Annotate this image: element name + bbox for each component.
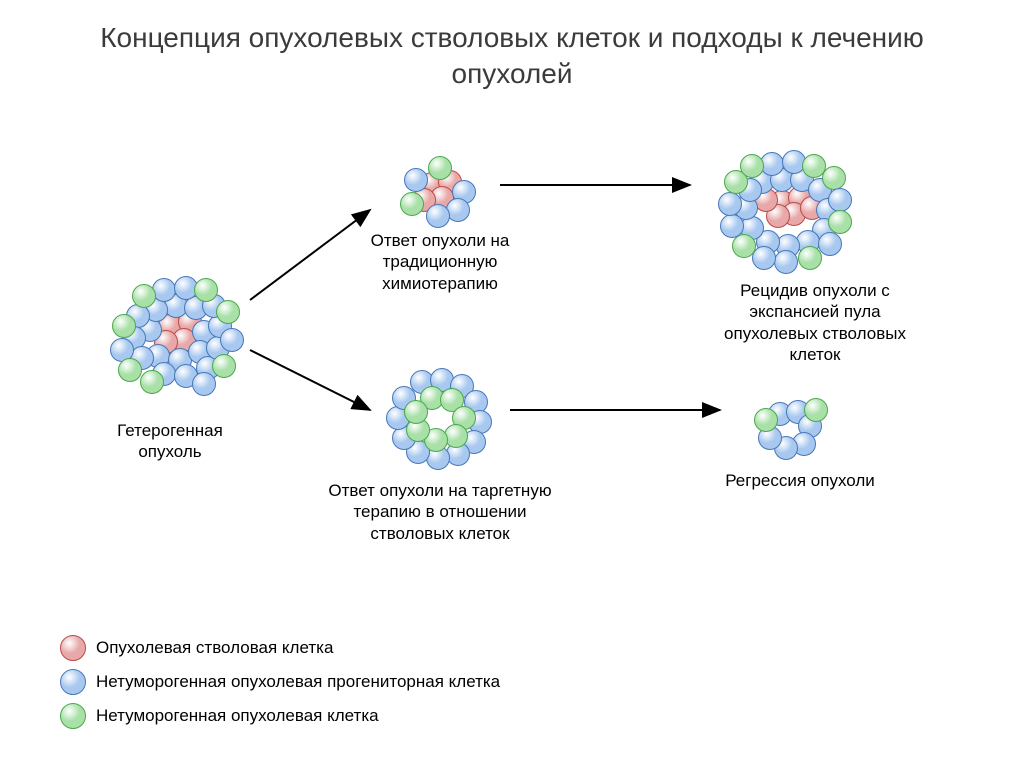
label-chemo: Ответ опухоли натрадиционнуюхимиотерапию — [340, 230, 540, 294]
label-regression: Регрессия опухоли — [700, 470, 900, 491]
cell-progenitor — [192, 372, 216, 396]
cell-progenitor — [720, 214, 744, 238]
cell-progenitor — [404, 168, 428, 192]
cell-tumor — [740, 154, 764, 178]
cell-tumor — [216, 300, 240, 324]
cell-tumor — [132, 284, 156, 308]
label-targeted: Ответ опухоли на таргетнуютерапию в отно… — [310, 480, 570, 544]
slide-title: Концепция опухолевых стволовых клеток и … — [0, 20, 1024, 93]
cell-tumor — [140, 370, 164, 394]
cell-tumor — [732, 234, 756, 258]
legend-row-stem: Опухолевая стволовая клетка — [60, 635, 500, 661]
cell-tumor — [404, 400, 428, 424]
cell-tumor — [804, 398, 828, 422]
cell-tumor — [400, 192, 424, 216]
cell-progenitor — [818, 232, 842, 256]
legend-row-progenitor: Нетуморогенная опухолевая прогениторная … — [60, 669, 500, 695]
legend-swatch-tumor — [60, 703, 86, 729]
arrow-1 — [250, 350, 370, 410]
cell-progenitor — [718, 192, 742, 216]
legend-swatch-progenitor — [60, 669, 86, 695]
label-relapse: Рецидив опухоли сэкспансией пулаопухолев… — [700, 280, 930, 365]
cell-progenitor — [774, 250, 798, 274]
cell-progenitor — [426, 204, 450, 228]
cell-tumor — [828, 210, 852, 234]
cell-tumor — [754, 408, 778, 432]
cell-progenitor — [220, 328, 244, 352]
legend-row-tumor: Нетуморогенная опухолевая клетка — [60, 703, 500, 729]
cell-tumor — [194, 278, 218, 302]
cell-progenitor — [828, 188, 852, 212]
cell-tumor — [118, 358, 142, 382]
cell-tumor — [428, 156, 452, 180]
legend-swatch-stem — [60, 635, 86, 661]
legend-text-tumor: Нетуморогенная опухолевая клетка — [96, 706, 379, 726]
legend-text-progenitor: Нетуморогенная опухолевая прогениторная … — [96, 672, 500, 692]
cell-tumor — [798, 246, 822, 270]
label-heterogeneous: Гетерогеннаяопухоль — [90, 420, 250, 463]
legend-text-stem: Опухолевая стволовая клетка — [96, 638, 333, 658]
cell-tumor — [112, 314, 136, 338]
cell-tumor — [822, 166, 846, 190]
diagram-area: Гетерогеннаяопухоль Ответ опухоли натради… — [0, 130, 1024, 630]
legend: Опухолевая стволовая клетка Нетуморогенна… — [60, 635, 500, 737]
cell-progenitor — [752, 246, 776, 270]
cell-tumor — [212, 354, 236, 378]
